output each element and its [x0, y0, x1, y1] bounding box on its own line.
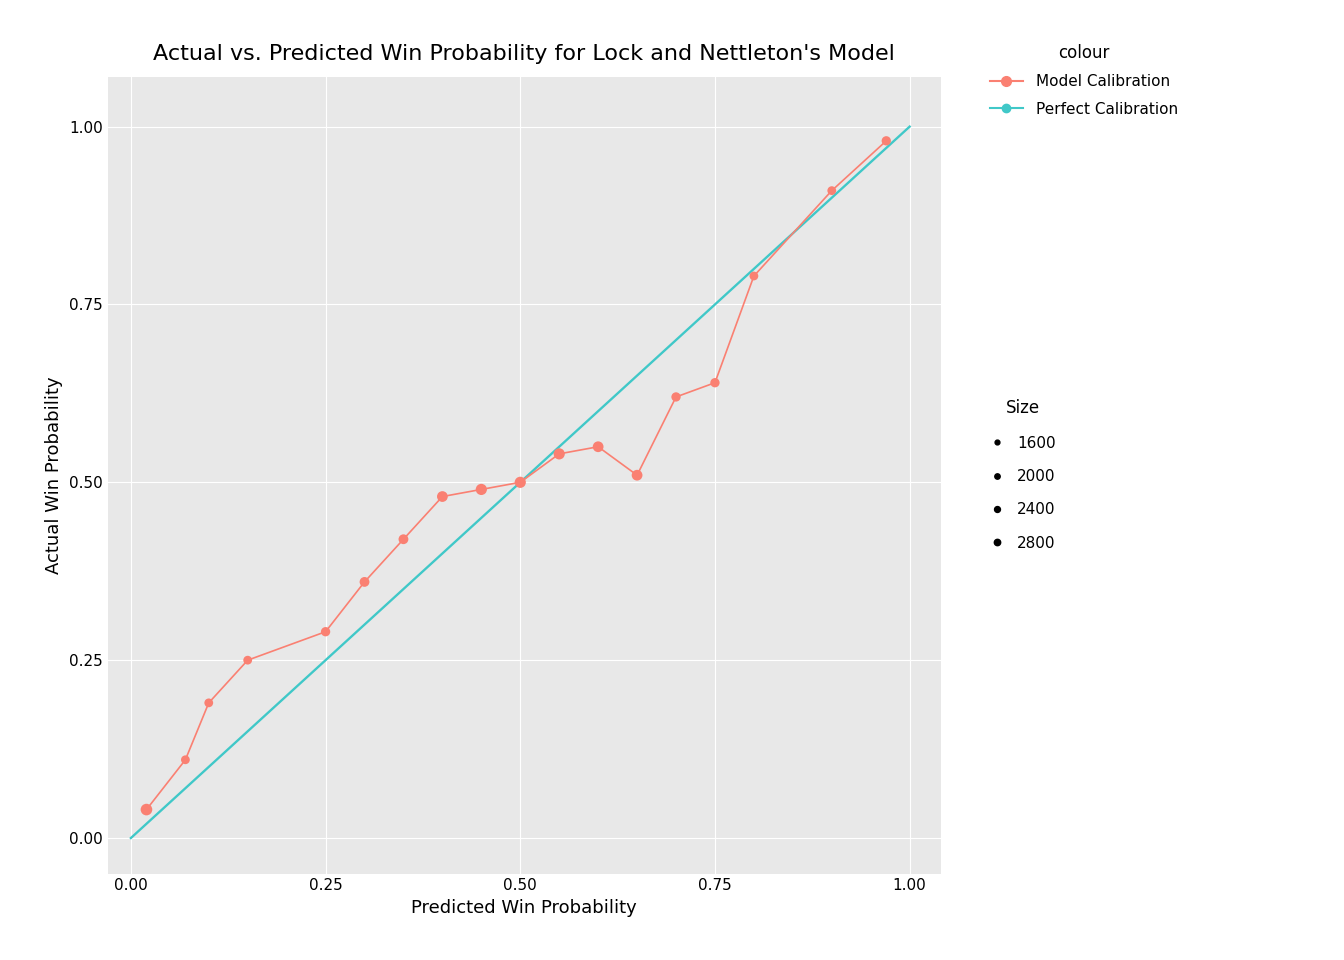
Point — [353, 574, 375, 589]
Point — [548, 446, 570, 462]
Point — [198, 695, 219, 710]
Legend: 1600, 2000, 2400, 2800: 1600, 2000, 2400, 2800 — [982, 392, 1063, 559]
Point — [431, 489, 453, 504]
Point — [470, 482, 492, 497]
Title: Actual vs. Predicted Win Probability for Lock and Nettleton's Model: Actual vs. Predicted Win Probability for… — [153, 44, 895, 64]
Legend: Model Calibration, Perfect Calibration: Model Calibration, Perfect Calibration — [982, 36, 1185, 124]
Point — [587, 439, 609, 454]
Point — [626, 468, 648, 483]
Point — [509, 474, 531, 490]
Point — [392, 532, 414, 547]
Point — [175, 752, 196, 767]
Y-axis label: Actual Win Probability: Actual Win Probability — [46, 376, 63, 574]
Point — [743, 269, 765, 284]
Point — [821, 183, 843, 199]
Point — [136, 802, 157, 817]
X-axis label: Predicted Win Probability: Predicted Win Probability — [411, 899, 637, 917]
Point — [237, 653, 258, 668]
Point — [665, 389, 687, 404]
Point — [314, 624, 336, 639]
Point — [875, 133, 896, 149]
Point — [704, 375, 726, 391]
